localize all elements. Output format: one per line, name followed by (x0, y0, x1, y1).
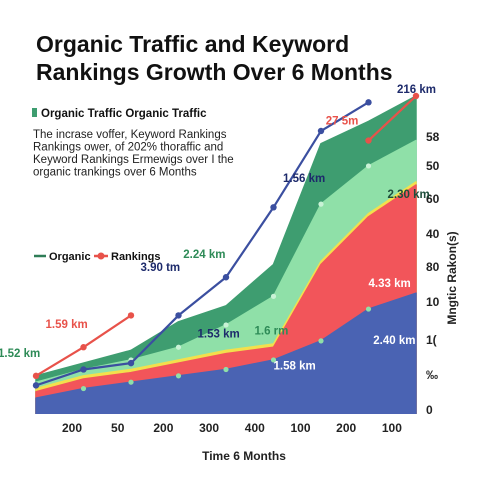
series-point-organic-5 (270, 204, 277, 211)
x-axis-band (0, 414, 480, 480)
data-annotation: 2.24 km (183, 249, 225, 261)
chart-description: The incrase voffer, Keyword Rankings Rank… (33, 129, 234, 179)
series-point-rankings-2 (127, 312, 135, 319)
chart-subtitle: Organic Traffic Organic Traffic (41, 108, 207, 120)
series-point-rankings-0 (32, 372, 40, 380)
x-tick-label: 100 (290, 421, 310, 435)
data-annotation: 2.40 km (373, 335, 415, 347)
legend-label-organic: Organic (49, 251, 91, 263)
chart-title: Organic Traffic and Keyword Rankings Gro… (36, 31, 393, 85)
series-point-organic-6 (317, 127, 325, 135)
x-tick-label: 300 (199, 421, 219, 435)
point-base-4 (223, 366, 229, 373)
series-point-organic-4 (222, 274, 230, 281)
y-tick-label: ‰ (426, 368, 438, 382)
x-axis-label: Time 6 Months (202, 449, 286, 463)
point-base-5 (270, 357, 277, 363)
x-tick-label: 100 (382, 421, 402, 435)
point-light-green-7 (365, 163, 372, 169)
y-tick-label: 40 (426, 227, 440, 241)
description-line: organic trankings over 6 Months (33, 167, 197, 179)
series-point-rankings-1 (80, 344, 87, 351)
series-point-organic-0 (32, 382, 40, 389)
x-tick-label: 200 (62, 421, 82, 435)
x-tick-label: 50 (111, 421, 125, 435)
y-tick-label: 1( (426, 333, 437, 347)
data-annotation: 1.56 km (283, 173, 325, 185)
point-base-2 (128, 379, 134, 385)
point-light-green-6 (318, 201, 324, 207)
data-annotation: 3.90 tm (141, 262, 181, 274)
series-point-organic-1 (80, 366, 87, 373)
series-line-organic (35, 101, 370, 387)
data-annotation: 1.58 km (274, 360, 316, 372)
legend-marker-rankings (97, 252, 105, 260)
data-annotation: 1.59 km (46, 319, 88, 331)
point-light-green-4 (223, 322, 229, 328)
description-line: The incrase voffer, Keyword Rankings (33, 129, 227, 141)
subtitle-marker (32, 108, 37, 117)
x-tick-label: 400 (245, 421, 265, 435)
point-base-1 (80, 385, 87, 392)
legend-label-rankings: Rankings (111, 251, 161, 263)
series-point-organic-2 (127, 359, 135, 367)
data-annotation: 2.30 km (388, 189, 430, 201)
x-tick-label: 200 (336, 421, 356, 435)
data-annotation: 1.52 km (0, 348, 40, 360)
data-annotation: 216 km (397, 84, 436, 96)
point-base-6 (318, 338, 324, 344)
description-line: Rankings ower, of 202% thoraffic and (33, 142, 223, 154)
series-point-organic-3 (175, 312, 182, 319)
point-base-3 (175, 373, 182, 379)
data-annotation: 4.33 km (369, 278, 411, 290)
data-annotation: 27 5m (326, 116, 359, 128)
description-line: Keyword Rankings Ermewigs over I the (33, 154, 234, 166)
point-light-green-3 (175, 344, 182, 350)
point-light-green-5 (270, 293, 277, 299)
y-tick-label: 10 (426, 295, 440, 309)
series-point-rankings-8 (412, 92, 420, 100)
point-base-7 (365, 306, 372, 312)
data-annotation: 1.6 rm (255, 326, 289, 338)
y-tick-label: 50 (426, 159, 440, 173)
series-point-organic-7 (365, 99, 372, 106)
y-tick-label: 58 (426, 130, 440, 144)
y-tick-label: 60 (426, 192, 440, 206)
x-tick-label: 200 (153, 421, 173, 435)
data-annotation: 1.53 km (198, 329, 240, 341)
y-tick-label: 80 (426, 260, 440, 274)
series-point-rankings-7 (365, 137, 372, 144)
y-axis-label: Mngtic Rakon(s) (445, 231, 459, 324)
y-tick-label: 0 (426, 403, 433, 417)
